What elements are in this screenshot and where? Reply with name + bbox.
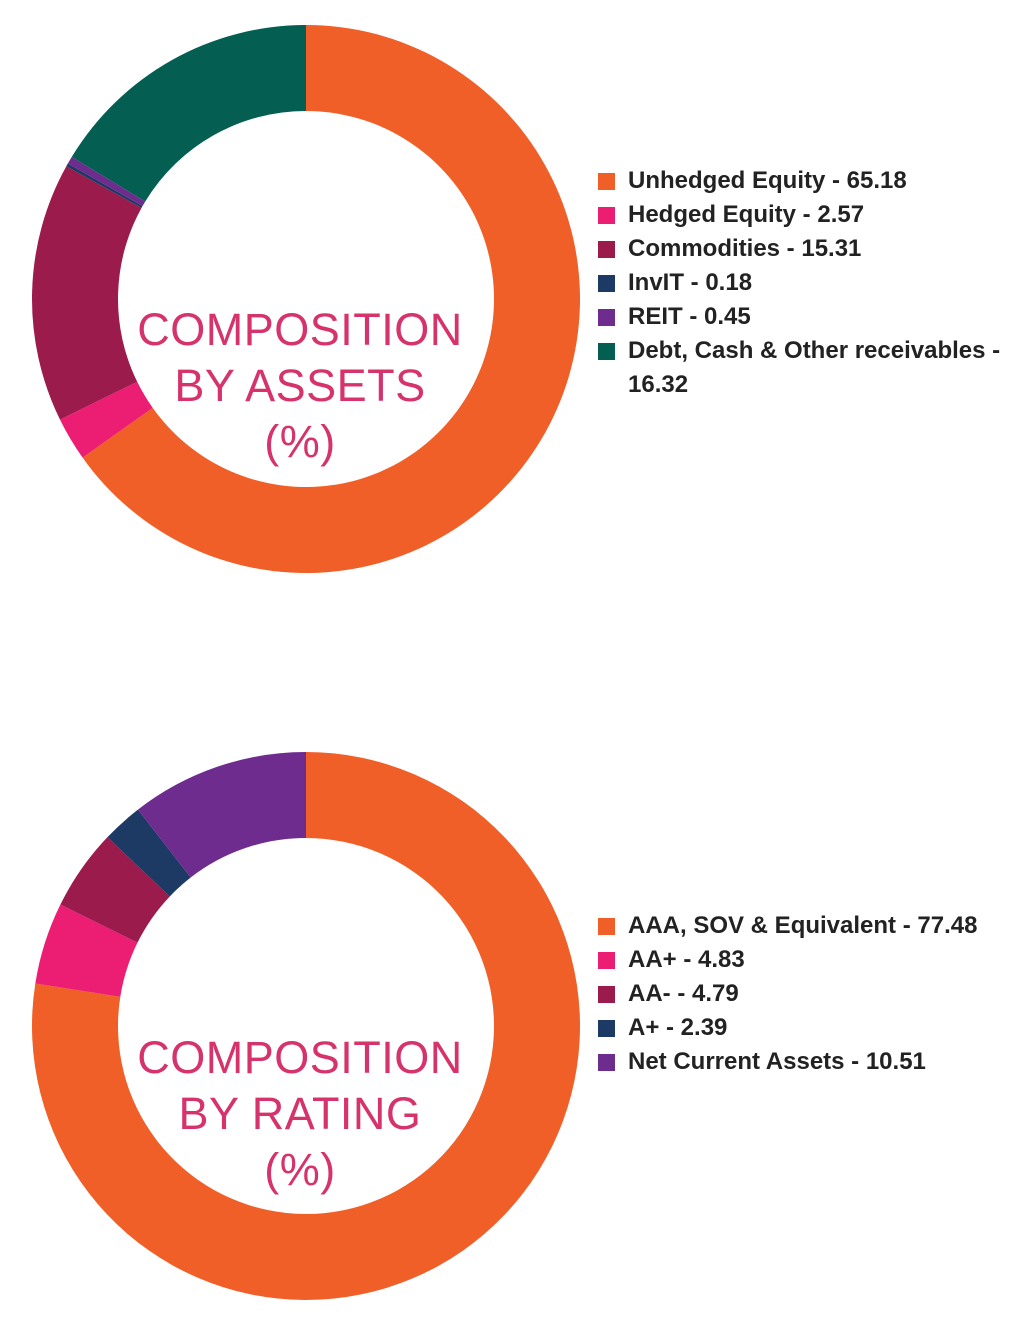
slice-unhedged-equity: [82, 25, 580, 573]
legend-item-aa: AA+ - 4.83: [598, 943, 1018, 977]
legend-item-invit: InvIT - 0.18: [598, 266, 1028, 300]
legend-label: Hedged Equity - 2.57: [628, 201, 865, 228]
assets-chart-title: COMPOSITION BY ASSETS (%): [100, 302, 500, 470]
legend-label: Unhedged Equity - 65.18: [628, 167, 907, 194]
slice-reit: [67, 156, 146, 207]
rating-chart-title: COMPOSITION BY RATING (%): [100, 1030, 500, 1198]
rating-legend: AAA, SOV & Equivalent - 77.48 AA+ - 4.83 A…: [598, 909, 1018, 1079]
slice-a: [107, 809, 191, 897]
legend-swatch: [598, 241, 615, 258]
legend-item-reit: REIT - 0.45: [598, 300, 1028, 334]
legend-item-hedged-equity: Hedged Equity - 2.57: [598, 198, 1028, 232]
legend-item-debt-cash-other-receivables: Debt, Cash & Other receivables - 16.32: [598, 334, 1028, 402]
slice-hedged-equity: [59, 381, 153, 458]
legend-item-aa: AA- - 4.79: [598, 977, 1018, 1011]
legend-swatch: [598, 173, 615, 190]
legend-swatch: [598, 1054, 615, 1071]
legend-swatch: [598, 918, 615, 935]
legend-label: InvIT - 0.18: [628, 269, 753, 296]
legend-swatch: [598, 343, 615, 360]
legend-swatch: [598, 1020, 615, 1037]
slice-aa: [60, 837, 170, 943]
legend-item-unhedged-equity: Unhedged Equity - 65.18: [598, 164, 1028, 198]
legend-label: Commodities - 15.31: [628, 235, 862, 262]
legend-swatch: [598, 275, 615, 292]
legend-swatch: [598, 952, 615, 969]
legend-label: Debt, Cash & Other receivables - 16.32: [628, 337, 1001, 398]
legend-item-aaa-sov-equivalent: AAA, SOV & Equivalent - 77.48: [598, 909, 1018, 943]
rating-title-line-1: COMPOSITION: [137, 1032, 463, 1083]
legend-label: A+ - 2.39: [628, 1014, 728, 1041]
assets-title-line-1: COMPOSITION: [137, 304, 463, 355]
legend-item-a: A+ - 2.39: [598, 1011, 1018, 1045]
rating-title-line-3: (%): [264, 1144, 336, 1195]
legend-label: Net Current Assets - 10.51: [628, 1048, 926, 1075]
assets-title-line-3: (%): [264, 416, 336, 467]
slice-commodities: [31, 166, 142, 420]
legend-label: AA+ - 4.83: [628, 946, 745, 973]
legend-swatch: [598, 207, 615, 224]
slice-aaa-sov-equivalent: [32, 752, 580, 1300]
slice-debt-cash-other-receivables: [71, 25, 306, 202]
assets-title-line-2: BY ASSETS: [174, 360, 426, 411]
assets-legend: Unhedged Equity - 65.18 Hedged Equity - 2…: [598, 164, 1028, 402]
legend-item-net-current-assets: Net Current Assets - 10.51: [598, 1045, 1018, 1079]
legend-label: AA- - 4.79: [628, 980, 739, 1007]
legend-label: AAA, SOV & Equivalent - 77.48: [628, 912, 978, 939]
legend-swatch: [598, 986, 615, 1003]
slice-aa: [35, 904, 138, 997]
legend-swatch: [598, 309, 615, 326]
rating-donut: [32, 752, 580, 1300]
rating-title-line-2: BY RATING: [178, 1088, 422, 1139]
slice-invit: [66, 163, 143, 208]
assets-donut: [31, 25, 580, 573]
composition-by-rating-chart: COMPOSITION BY RATING (%) AAA, SOV & Equ…: [0, 730, 1030, 1330]
slice-net-current-assets: [137, 752, 306, 878]
legend-label: REIT - 0.45: [628, 303, 751, 330]
composition-by-assets-chart: COMPOSITION BY ASSETS (%) Unhedged Equit…: [0, 0, 1030, 620]
legend-item-commodities: Commodities - 15.31: [598, 232, 1028, 266]
